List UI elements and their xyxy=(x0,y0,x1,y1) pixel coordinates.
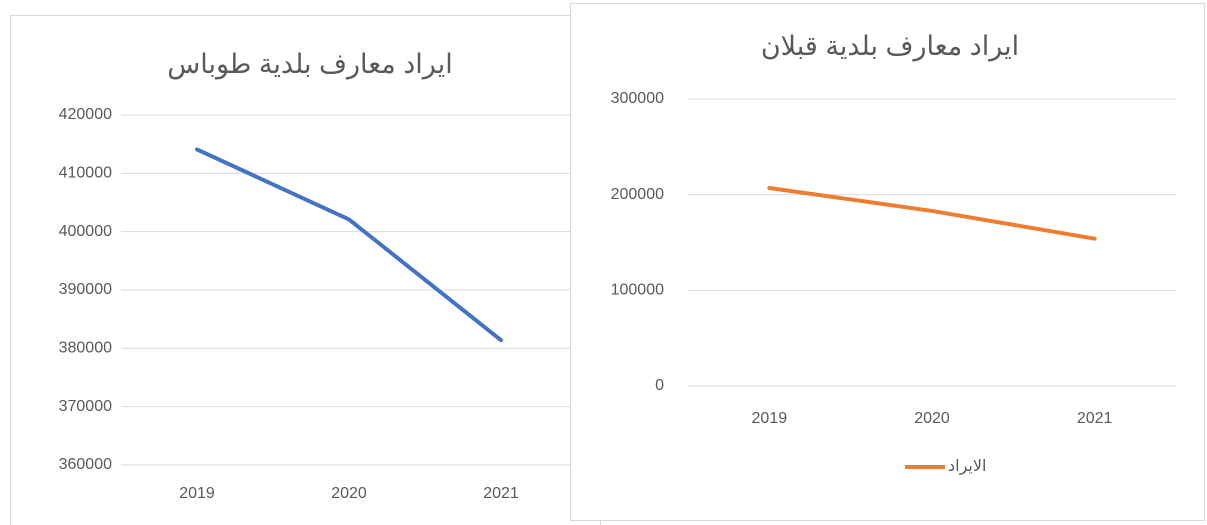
x-tick-label: 2019 xyxy=(752,410,788,427)
x-tick-label: 2021 xyxy=(483,485,519,502)
y-tick-label: 200000 xyxy=(611,186,664,203)
legend-label: الايراد xyxy=(948,458,986,476)
y-tick-label: 300000 xyxy=(611,90,664,107)
chart-frame xyxy=(570,3,1205,521)
x-tick-label: 2020 xyxy=(914,410,950,427)
chart-frame xyxy=(10,15,601,525)
y-tick-label: 400000 xyxy=(59,223,112,240)
y-tick-label: 0 xyxy=(655,377,664,394)
y-tick-label: 360000 xyxy=(59,456,112,473)
chart-title: ايراد معارف بلدية قبلان xyxy=(761,31,1019,62)
chart: ايراد معارف بلدية طوباس 360000 370000 38000… xyxy=(59,49,577,502)
line xyxy=(195,147,503,343)
x-tick-label: 2020 xyxy=(331,485,367,502)
chart-title: ايراد معارف بلدية طوباس xyxy=(167,49,452,80)
line xyxy=(767,185,1097,241)
y-tick-label: 390000 xyxy=(59,281,112,298)
y-tick-label: 380000 xyxy=(59,340,112,357)
x-tick-label: 2019 xyxy=(179,485,215,502)
y-tick-label: 420000 xyxy=(59,106,112,123)
x-tick-label: 2021 xyxy=(1077,410,1113,427)
y-tick-label: 410000 xyxy=(59,165,112,182)
y-tick-label: 100000 xyxy=(611,282,664,299)
y-tick-label: 370000 xyxy=(59,398,112,415)
chart: ايراد معارف بلدية قبلان 0 100000 200000 3000… xyxy=(611,31,1176,476)
